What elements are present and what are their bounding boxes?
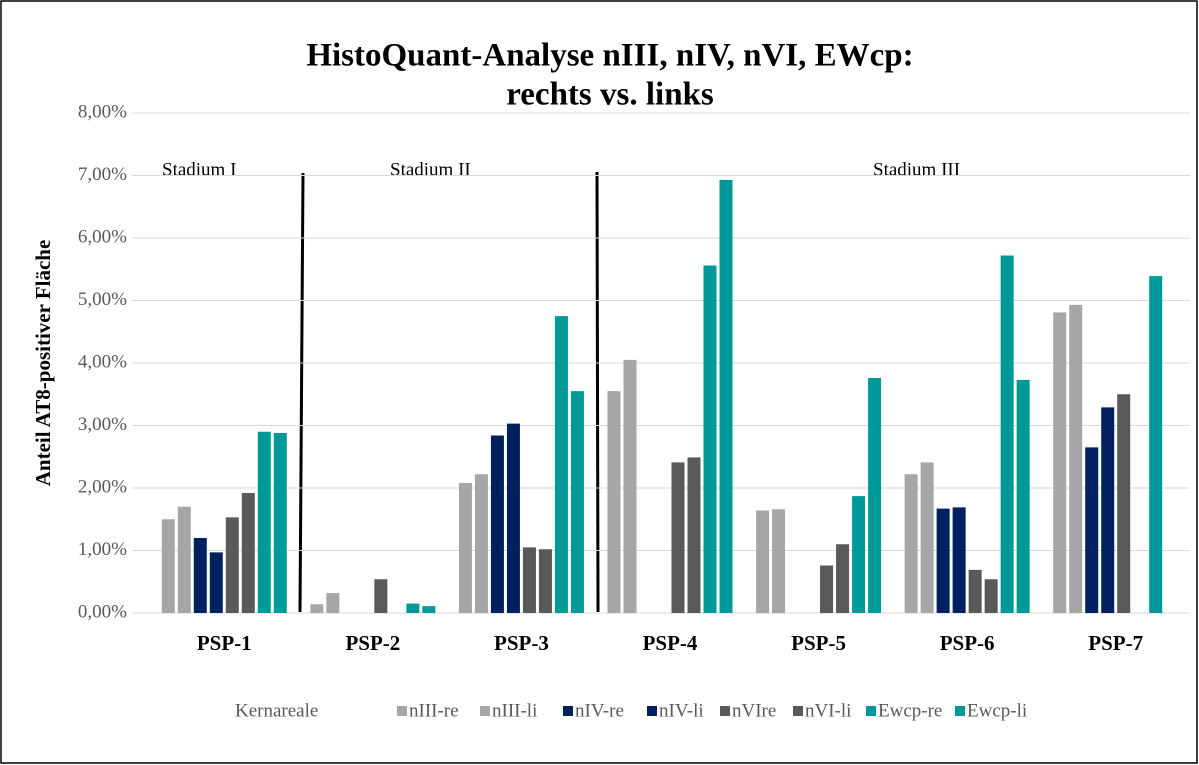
y-tick-label: 2,00%: [78, 476, 127, 497]
bar: [310, 604, 324, 613]
bar: [177, 506, 191, 613]
legend-swatch: [720, 706, 730, 716]
bar: [161, 519, 175, 613]
stage-separator: [298, 172, 305, 613]
bar: [193, 538, 207, 613]
bar: [1000, 255, 1014, 613]
bar: [703, 265, 717, 613]
bar: [671, 462, 685, 613]
legend-swatch: [955, 706, 965, 716]
y-tick-label: 7,00%: [78, 164, 127, 185]
x-tick-label: PSP-6: [940, 631, 995, 655]
legend-label: Ewcp-re: [878, 700, 942, 721]
annotation: Stadium III: [873, 159, 960, 180]
bar: [458, 483, 472, 613]
chart-title: rechts vs. links: [506, 77, 714, 113]
bar: [522, 547, 536, 613]
x-tick-label: PSP-1: [197, 631, 252, 655]
bar: [920, 462, 934, 613]
bar: [490, 435, 504, 613]
x-tick-label: PSP-2: [345, 631, 400, 655]
bar: [836, 544, 850, 613]
bar: [968, 569, 982, 613]
y-axis-label: Anteil AT8-positiver Fläche: [31, 240, 55, 487]
bar: [936, 508, 950, 613]
legend-swatch: [793, 706, 803, 716]
y-tick-label: 1,00%: [78, 539, 127, 560]
y-tick-label: 8,00%: [78, 101, 127, 122]
y-tick-label: 0,00%: [78, 601, 127, 622]
y-tick-label: 4,00%: [78, 351, 127, 372]
bar: [1085, 447, 1099, 613]
legend-label: nIV-li: [659, 700, 704, 721]
legend-swatch: [563, 706, 573, 716]
x-tick-label: PSP-3: [494, 631, 549, 655]
legend-label: Ewcp-li: [967, 700, 1027, 721]
bar: [1117, 394, 1131, 613]
bar: [904, 474, 918, 613]
legend-swatch: [480, 706, 490, 716]
bar: [984, 579, 998, 613]
bar: [623, 359, 637, 613]
x-tick-label: PSP-4: [643, 631, 698, 655]
y-tick-label: 6,00%: [78, 226, 127, 247]
bar: [868, 378, 882, 613]
bar: [570, 391, 584, 613]
bar: [719, 179, 733, 613]
bar: [772, 509, 786, 613]
bar: [406, 603, 420, 613]
y-tick-label: 3,00%: [78, 414, 127, 435]
bar: [538, 549, 552, 613]
bar: [241, 493, 255, 613]
legend-swatch: [647, 706, 657, 716]
bar: [852, 496, 866, 613]
bar: [554, 316, 568, 613]
x-tick-label: PSP-5: [791, 631, 846, 655]
legend-title: Kernareale: [235, 700, 318, 721]
bar: [1069, 304, 1083, 613]
legend-label: nVIre: [732, 700, 776, 721]
legend-swatch: [866, 706, 876, 716]
bar: [326, 593, 340, 613]
bar: [506, 423, 520, 613]
x-tick-label: PSP-7: [1088, 631, 1143, 655]
bar: [209, 552, 223, 613]
legend-label: nVI-li: [805, 700, 851, 721]
legend-label: nIII-li: [492, 700, 537, 721]
legend-swatch: [397, 706, 407, 716]
bar: [257, 431, 271, 613]
annotation: Stadium I: [162, 159, 236, 180]
bar: [1149, 276, 1163, 613]
legend-label: nIII-re: [409, 700, 459, 721]
chart-title: HistoQuant-Analyse nIII, nIV, nVI, EWcp:: [306, 38, 913, 74]
legend-label: nIV-re: [575, 700, 624, 721]
bar: [607, 391, 621, 613]
bar: [687, 457, 701, 613]
bar: [1101, 407, 1115, 613]
bar: [952, 507, 966, 613]
stage-separator: [595, 171, 600, 613]
bar: [474, 474, 488, 613]
bar: [1053, 312, 1067, 613]
annotation: Stadium II: [390, 159, 471, 180]
bar: [374, 579, 388, 613]
bar: [756, 510, 770, 613]
bar: [422, 606, 436, 613]
bar: [225, 517, 239, 613]
bar: [1016, 379, 1030, 613]
bar: [820, 565, 834, 613]
y-tick-label: 5,00%: [78, 289, 127, 310]
bar: [273, 433, 287, 613]
